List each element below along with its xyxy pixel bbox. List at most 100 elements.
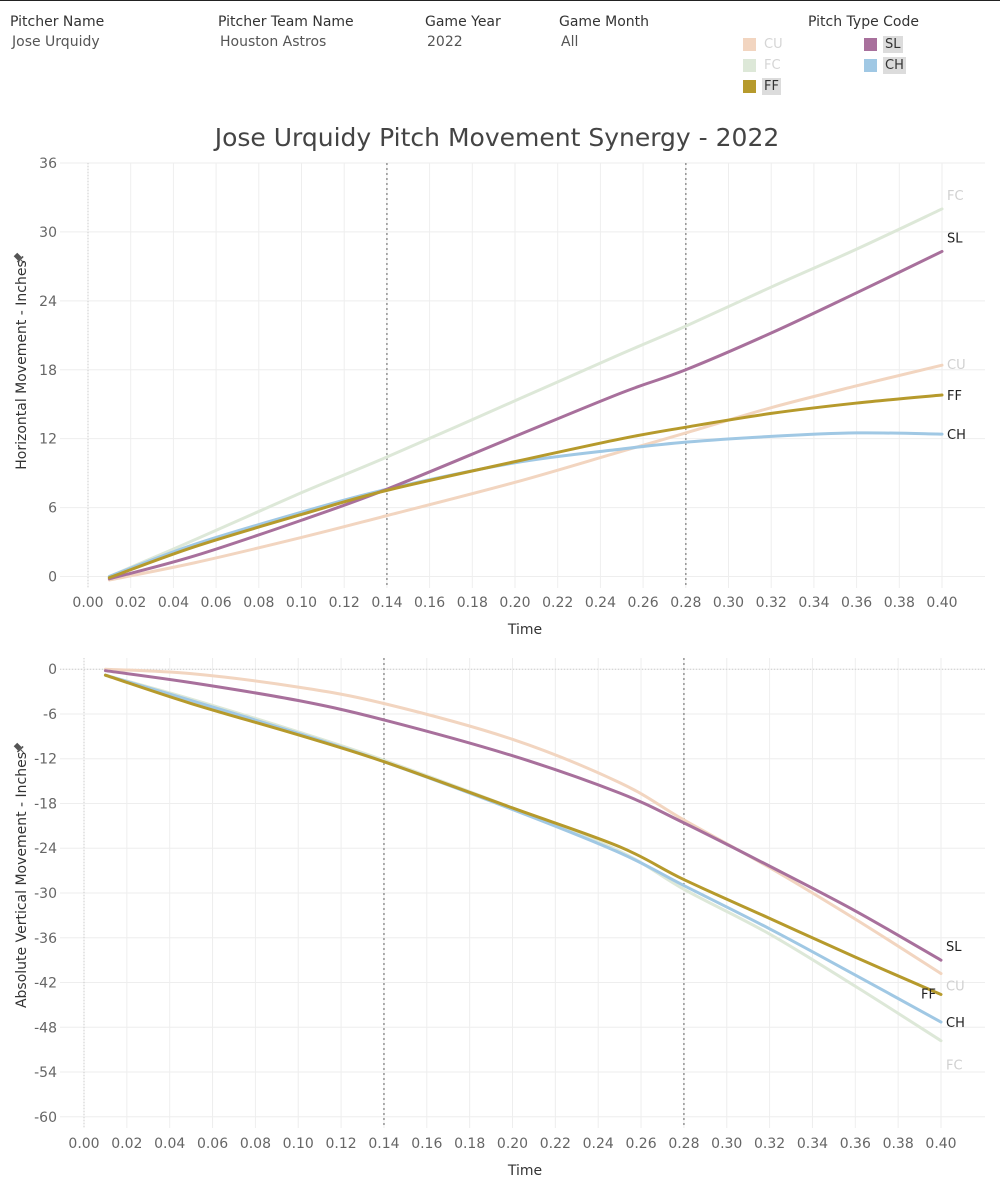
- x-tick-label: 0.14: [371, 595, 402, 611]
- y-tick-label: -60: [34, 1110, 57, 1126]
- y-tick-label: -12: [34, 752, 57, 768]
- x-tick-label: 0.20: [497, 1136, 528, 1152]
- y-tick-label: 30: [39, 225, 57, 241]
- series-line-ch[interactable]: [103, 673, 943, 1024]
- series-label-fc: FC: [946, 1059, 963, 1074]
- filter-game-month[interactable]: Game Month All: [559, 14, 649, 50]
- y-tick-label: -30: [34, 886, 57, 902]
- y-tick-label: 0: [48, 570, 57, 586]
- series-label-sl: SL: [946, 940, 962, 955]
- filter-game-year-value[interactable]: 2022: [427, 34, 463, 50]
- x-tick-label: 0.04: [154, 1136, 185, 1152]
- series-line-sl[interactable]: [103, 669, 943, 962]
- x-tick-label: 0.34: [798, 595, 829, 611]
- y-axis-label: Horizontal Movement - Inches: [14, 260, 30, 470]
- x-tick-label: 0.00: [68, 1136, 99, 1152]
- filter-game-year-label: Game Year: [425, 14, 501, 30]
- x-tick-label: 0.36: [841, 595, 872, 611]
- filter-team-name-label: Pitcher Team Name: [218, 14, 354, 30]
- legend-swatch: [864, 59, 877, 72]
- x-tick-label: 0.10: [283, 1136, 314, 1152]
- filter-game-year[interactable]: Game Year 2022: [425, 14, 501, 50]
- filter-pitcher-name-label: Pitcher Name: [10, 14, 105, 30]
- y-tick-label: -42: [34, 976, 57, 992]
- x-tick-label: 0.10: [286, 595, 317, 611]
- filter-game-month-label: Game Month: [559, 14, 650, 30]
- series-label-cu: CU: [947, 358, 966, 373]
- series-label-sl: SL: [947, 231, 963, 246]
- y-tick-label: -54: [34, 1065, 57, 1081]
- series-line-fc[interactable]: [103, 673, 943, 1043]
- x-axis-label: Time: [507, 622, 542, 638]
- x-tick-label: 0.16: [411, 1136, 442, 1152]
- x-tick-label: 0.00: [72, 595, 103, 611]
- filter-game-month-value[interactable]: All: [561, 34, 579, 50]
- y-tick-label: 0: [48, 662, 57, 678]
- series-line-sl[interactable]: [107, 249, 944, 581]
- legend-label: SL: [883, 36, 903, 53]
- legend-label: FF: [762, 78, 781, 95]
- filter-team-name-value[interactable]: Houston Astros: [220, 34, 327, 50]
- x-tick-label: 0.36: [840, 1136, 871, 1152]
- x-tick-label: 0.32: [756, 595, 787, 611]
- x-tick-label: 0.38: [884, 595, 915, 611]
- x-tick-label: 0.30: [711, 1136, 742, 1152]
- x-tick-label: 0.06: [201, 595, 232, 611]
- top-border: [0, 0, 1000, 1]
- legend-item-sl[interactable]: SL: [864, 36, 903, 53]
- y-axis-label: Absolute Vertical Movement - Inches: [14, 752, 30, 1008]
- x-tick-label: 0.12: [329, 595, 360, 611]
- filter-team-name[interactable]: Pitcher Team Name Houston Astros: [218, 14, 354, 50]
- pin-icon[interactable]: [13, 742, 27, 756]
- x-tick-label: 0.30: [713, 595, 744, 611]
- x-axis-label: Time: [507, 1163, 542, 1179]
- x-tick-label: 0.06: [197, 1136, 228, 1152]
- x-tick-label: 0.24: [585, 595, 616, 611]
- pin-icon[interactable]: [13, 252, 27, 266]
- x-tick-label: 0.08: [240, 1136, 271, 1152]
- legend-item-ff[interactable]: FF: [743, 78, 781, 95]
- x-tick-label: 0.38: [883, 1136, 914, 1152]
- y-tick-label: -24: [34, 841, 57, 857]
- legend-title: Pitch Type Code: [808, 14, 919, 30]
- series-line-cu[interactable]: [103, 667, 943, 976]
- x-tick-label: 0.18: [457, 595, 488, 611]
- x-tick-label: 0.40: [925, 1136, 956, 1152]
- series-label-cu: CU: [946, 980, 965, 995]
- x-tick-label: 0.28: [670, 595, 701, 611]
- chart-panel-2: 0.00 0.02 0.04 0.06 0.08 0.10 0.12 0.14 0.16 0.18…: [13, 658, 985, 1179]
- legend-swatch: [743, 59, 756, 72]
- legend-swatch: [864, 38, 877, 51]
- x-tick-label: 0.12: [326, 1136, 357, 1152]
- series-label-ff: FF: [947, 389, 962, 404]
- x-tick-label: 0.24: [583, 1136, 614, 1152]
- chart-panel-1: Jose Urquidy Pitch Movement Synergy - 20…: [13, 123, 985, 638]
- series-label-ff: FF: [921, 987, 936, 1002]
- y-tick-label: 36: [39, 156, 57, 172]
- filter-pitcher-name[interactable]: Pitcher Name Jose Urquidy: [10, 14, 104, 50]
- y-tick-label: 6: [48, 501, 57, 517]
- series-line-fc[interactable]: [107, 207, 944, 579]
- x-tick-label: 0.26: [625, 1136, 656, 1152]
- series-line-ch[interactable]: [107, 431, 944, 579]
- x-tick-label: 0.22: [542, 595, 573, 611]
- series-line-ff[interactable]: [107, 393, 944, 580]
- legend-item-ch[interactable]: CH: [864, 57, 906, 74]
- x-tick-label: 0.18: [454, 1136, 485, 1152]
- series-line-ff[interactable]: [103, 673, 943, 996]
- y-tick-label: 24: [39, 294, 57, 310]
- series-label-fc: FC: [947, 189, 964, 204]
- legend-item-fc[interactable]: FC: [743, 57, 783, 74]
- x-tick-label: 0.16: [414, 595, 445, 611]
- legend-label: FC: [764, 58, 781, 73]
- x-tick-label: 0.28: [668, 1136, 699, 1152]
- legend-label: CU: [764, 37, 783, 52]
- series-line-cu[interactable]: [107, 363, 944, 582]
- y-tick-label: 12: [39, 432, 57, 448]
- x-tick-label: 0.08: [243, 595, 274, 611]
- legend-item-cu[interactable]: CU: [743, 36, 785, 53]
- filter-pitcher-name-value[interactable]: Jose Urquidy: [12, 34, 100, 50]
- x-tick-label: 0.32: [754, 1136, 785, 1152]
- y-tick-label: 18: [39, 363, 57, 379]
- x-tick-label: 0.34: [797, 1136, 828, 1152]
